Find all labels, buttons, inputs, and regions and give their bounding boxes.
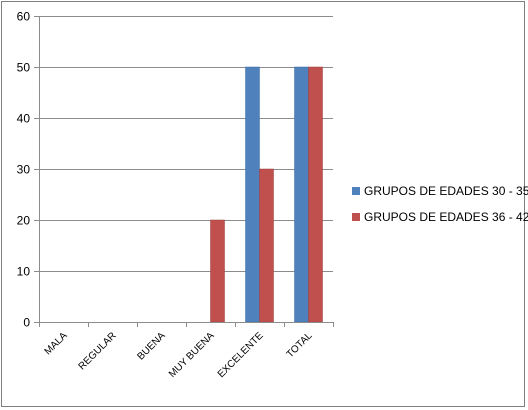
- legend-label-2: GRUPOS DE EDADES 36 - 42: [364, 210, 528, 224]
- y-tick-label: 0: [23, 316, 30, 330]
- legend-swatch-2: [352, 213, 360, 221]
- bars: [210, 66, 323, 323]
- x-category-label: TOTAL: [285, 330, 315, 360]
- x-category-label: MALA: [43, 330, 70, 357]
- x-category-label: BUENA: [135, 330, 167, 362]
- legend-label-1: GRUPOS DE EDADES 30 - 35: [364, 184, 528, 198]
- legend-swatch-1: [352, 187, 360, 195]
- y-tick-label: 50: [17, 61, 31, 75]
- bar-series-2-muy-buena: [210, 219, 225, 323]
- y-tick-label: 40: [17, 112, 31, 126]
- y-axis-ticks: 0 10 20 30 40 50 60: [17, 10, 39, 330]
- y-tick-label: 60: [17, 10, 31, 24]
- y-tick-label: 20: [17, 214, 31, 228]
- x-category-label: REGULAR: [77, 330, 119, 372]
- x-category-label: MUY BUENA: [167, 330, 217, 380]
- y-tick-label: 10: [17, 265, 31, 279]
- x-category-label: EXCELENTE: [216, 330, 266, 380]
- gridlines: [39, 16, 333, 272]
- axes: [39, 16, 334, 327]
- legend: GRUPOS DE EDADES 30 - 35 GRUPOS DE EDADES…: [352, 184, 528, 224]
- bar-series-1-excelente: [245, 66, 260, 323]
- x-axis-labels: MALA REGULAR BUENA MUY BUENA EXCELENTE TOTAL: [43, 330, 315, 380]
- bar-series-2-total: [308, 66, 323, 323]
- bar-series-2-excelente: [259, 168, 274, 323]
- y-tick-label: 30: [17, 163, 31, 177]
- bar-series-1-total: [294, 66, 309, 323]
